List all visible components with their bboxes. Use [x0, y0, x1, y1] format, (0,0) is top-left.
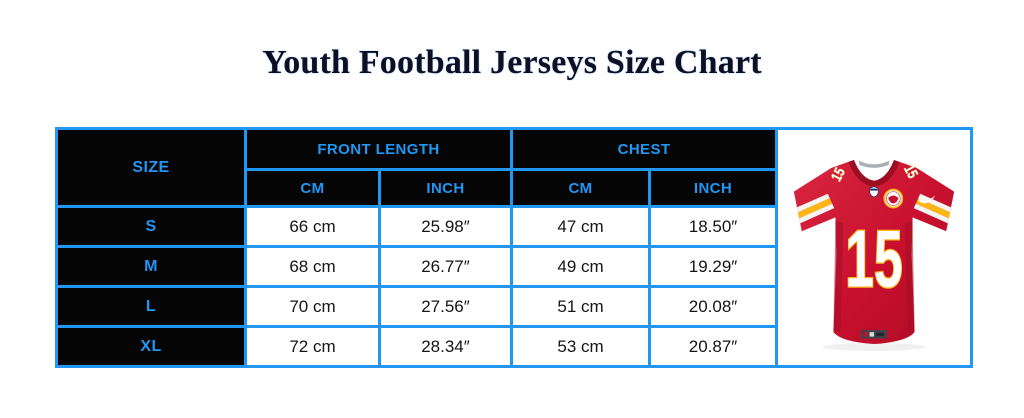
- col-header-size: SIZE: [55, 127, 247, 208]
- front-length-cm-value: 66 cm: [244, 205, 381, 248]
- chest-inch-value: 20.08″: [648, 285, 779, 328]
- inner-neck-strip: [859, 160, 889, 168]
- chest-cm-value: 49 cm: [510, 245, 652, 288]
- jersey-image: 15 15 15: [793, 159, 955, 351]
- col-header-front-inch: INCH: [377, 168, 514, 208]
- jersey-body: [793, 160, 955, 344]
- nfl-shield-icon: [869, 185, 879, 197]
- chest-inch-value: 19.29″: [648, 245, 779, 288]
- front-length-cm-value: 70 cm: [244, 285, 381, 328]
- chiefs-logo-patch-icon: [883, 188, 904, 208]
- chest-inch-value: 18.50″: [648, 205, 779, 248]
- front-length-cm-value: 68 cm: [244, 245, 381, 288]
- col-header-chest-cm: CM: [510, 168, 652, 208]
- sleeve-stripes-right: [913, 193, 955, 224]
- front-length-cm-value: 72 cm: [244, 325, 381, 368]
- front-length-inch-value: 27.56″: [377, 285, 514, 328]
- size-chart-table: SIZE FRONT LENGTH CHEST: [55, 127, 974, 368]
- col-header-chest: CHEST: [510, 127, 779, 171]
- front-length-inch-value: 26.77″: [377, 245, 514, 288]
- sleeve-stripes-left: [793, 193, 835, 224]
- jersey-photo: 15 15 15: [775, 127, 974, 368]
- v-neck-collar: [848, 159, 900, 187]
- size-cell: S: [55, 205, 247, 248]
- chest-cm-value: 47 cm: [510, 205, 652, 248]
- col-header-front-cm: CM: [244, 168, 381, 208]
- col-header-chest-inch: INCH: [648, 168, 779, 208]
- chest-inch-value: 20.87″: [648, 325, 779, 368]
- front-length-inch-value: 28.34″: [377, 325, 514, 368]
- chest-cm-value: 53 cm: [510, 325, 652, 368]
- size-cell: M: [55, 245, 247, 288]
- header-row-groups: SIZE FRONT LENGTH CHEST: [55, 127, 974, 368]
- header-row-units: CM INCH CM INCH: [57, 168, 972, 208]
- col-header-front-length: FRONT LENGTH: [243, 127, 514, 171]
- page-title: Youth Football Jerseys Size Chart: [262, 44, 762, 81]
- jersey-number: 15: [845, 214, 902, 304]
- table-row-s: S 66 cm 25.98″ 47 cm 18.50″: [55, 205, 972, 248]
- size-cell: L: [55, 285, 247, 328]
- size-cell: XL: [55, 325, 247, 368]
- jock-tag: [861, 329, 887, 339]
- table-row-m: M 68 cm 26.77″ 49 cm 19.29″: [55, 245, 972, 288]
- table-row-xl: XL 72 cm 28.34″ 53 cm 20.87″: [55, 325, 972, 368]
- mesh-side-left: [833, 220, 844, 332]
- nike-swoosh-icon: [918, 194, 936, 203]
- chest-cm-value: 51 cm: [510, 285, 652, 328]
- front-length-inch-value: 25.98″: [377, 205, 514, 248]
- mesh-side-right: [904, 220, 915, 332]
- table-row-l: L 70 cm 27.56″ 51 cm 20.08″: [55, 285, 972, 328]
- jersey-shadow: [822, 342, 926, 351]
